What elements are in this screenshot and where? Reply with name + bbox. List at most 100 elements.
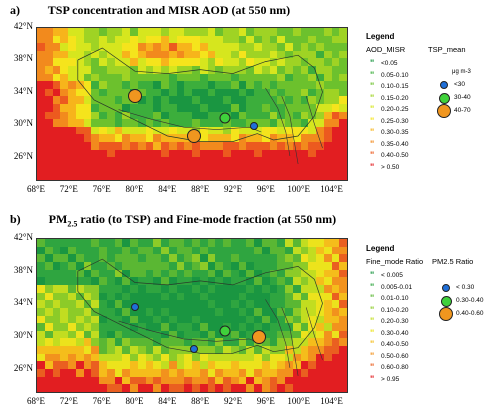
raster-cell xyxy=(261,104,271,113)
raster-cell xyxy=(308,330,317,340)
raster-cell xyxy=(254,254,263,263)
raster-cell xyxy=(339,164,347,173)
raster-cell xyxy=(137,88,147,97)
raster-cell xyxy=(331,307,340,317)
legend-a-unit: μg m-3 xyxy=(452,69,471,75)
raster-cell xyxy=(323,149,333,158)
raster-cell xyxy=(83,142,92,151)
raster-cell xyxy=(261,254,271,263)
raster-cell xyxy=(277,239,286,248)
river-line xyxy=(265,87,291,157)
raster-cell xyxy=(246,277,255,286)
station-95e-30n[interactable] xyxy=(250,121,258,130)
raster-cell xyxy=(331,376,340,385)
raster-cell xyxy=(44,323,54,332)
raster-cell xyxy=(153,43,162,52)
raster-cell xyxy=(99,361,108,370)
raster-cell xyxy=(91,50,100,59)
lat-tick-label: 38°N xyxy=(13,264,33,275)
raster-cell xyxy=(60,96,69,105)
raster-cell xyxy=(223,43,232,52)
raster-cell xyxy=(99,104,108,113)
raster-cell xyxy=(323,50,333,59)
raster-cell xyxy=(261,172,271,180)
station-80e-34n[interactable] xyxy=(127,89,142,103)
station-95e-30n[interactable] xyxy=(251,330,266,345)
raster-cell xyxy=(246,369,255,378)
raster-cell xyxy=(153,142,162,151)
raster-cell xyxy=(60,126,69,135)
raster-cell xyxy=(130,81,139,90)
raster-cell xyxy=(68,126,77,135)
raster-cell xyxy=(44,361,54,370)
raster-cell xyxy=(199,239,209,248)
lat-tick-label: 42°N xyxy=(13,21,33,31)
raster-cell xyxy=(168,88,178,97)
lon-tick-label: 100°E xyxy=(287,396,311,406)
lon-tick-label: 68°E xyxy=(26,184,46,194)
raster-cell xyxy=(106,338,116,347)
raster-cell xyxy=(207,35,216,44)
raster-cell xyxy=(339,330,347,340)
legend-range-label: <0.05 xyxy=(381,60,398,67)
raster-cell xyxy=(161,384,170,392)
raster-cell xyxy=(277,284,286,294)
raster-cell xyxy=(37,134,46,143)
raster-cell xyxy=(106,157,116,166)
raster-cell xyxy=(52,292,61,301)
raster-cell xyxy=(137,246,147,255)
raster-cell xyxy=(44,96,54,105)
raster-cell xyxy=(68,111,77,120)
station-87e-28n[interactable] xyxy=(189,345,198,354)
raster-cell xyxy=(292,338,302,347)
raster-cell xyxy=(207,88,216,97)
raster-cell xyxy=(300,300,309,309)
raster-cell xyxy=(246,292,255,301)
raster-cell xyxy=(99,353,108,362)
raster-cell xyxy=(83,239,92,248)
raster-cell xyxy=(292,246,302,255)
raster-cell xyxy=(223,292,232,301)
raster-cell xyxy=(168,353,178,362)
raster-cell xyxy=(238,261,247,271)
raster-cell xyxy=(130,134,139,143)
raster-cell xyxy=(75,73,85,82)
station-91e-31n[interactable] xyxy=(219,325,231,337)
raster-cell xyxy=(153,292,162,301)
raster-cell xyxy=(52,81,61,90)
raster-cell xyxy=(176,338,185,347)
raster-cell xyxy=(114,346,123,355)
raster-cell xyxy=(207,50,216,59)
raster-cell xyxy=(192,254,201,263)
raster-cell xyxy=(68,361,77,370)
raster-cell xyxy=(207,254,216,263)
raster-cell xyxy=(339,58,347,67)
raster-cell xyxy=(331,28,340,37)
raster-cell xyxy=(114,315,123,324)
raster-cell xyxy=(161,35,170,44)
raster-cell xyxy=(230,284,240,294)
raster-cell xyxy=(161,50,170,59)
raster-cell xyxy=(339,261,347,271)
raster-cell xyxy=(37,111,46,120)
raster-cell xyxy=(192,142,201,151)
raster-cell xyxy=(308,277,317,286)
raster-cell xyxy=(153,315,162,324)
raster-cell xyxy=(106,81,116,90)
raster-cell xyxy=(331,254,340,263)
raster-cell xyxy=(215,172,224,180)
raster-cell xyxy=(277,58,286,67)
raster-cell xyxy=(331,81,340,90)
legend-color-mark: " xyxy=(370,350,375,361)
raster-cell xyxy=(176,353,185,362)
raster-cell xyxy=(331,119,340,128)
raster-cell xyxy=(106,239,116,248)
raster-cell xyxy=(99,261,108,271)
station-91e-31n[interactable] xyxy=(219,112,231,124)
raster-cell xyxy=(192,315,201,324)
raster-cell xyxy=(75,35,85,44)
station-87e-28n[interactable] xyxy=(186,129,201,143)
raster-cell xyxy=(99,157,108,166)
raster-cell xyxy=(300,384,309,392)
station-80e-34n[interactable] xyxy=(130,303,139,312)
